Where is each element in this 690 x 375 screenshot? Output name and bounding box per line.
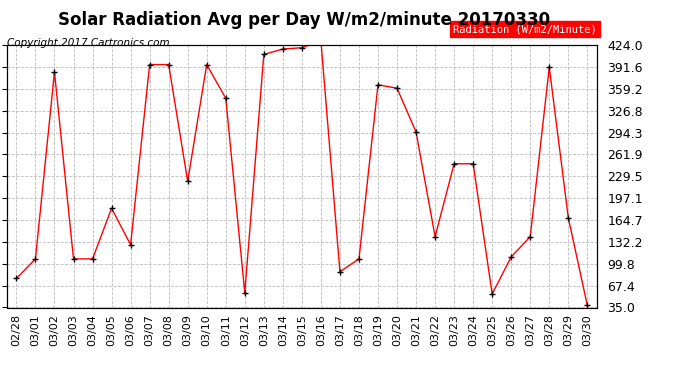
Text: Solar Radiation Avg per Day W/m2/minute 20170330: Solar Radiation Avg per Day W/m2/minute … <box>57 11 550 29</box>
Text: Copyright 2017 Cartronics.com: Copyright 2017 Cartronics.com <box>7 38 170 48</box>
Text: Radiation (W/m2/Minute): Radiation (W/m2/Minute) <box>453 24 597 34</box>
